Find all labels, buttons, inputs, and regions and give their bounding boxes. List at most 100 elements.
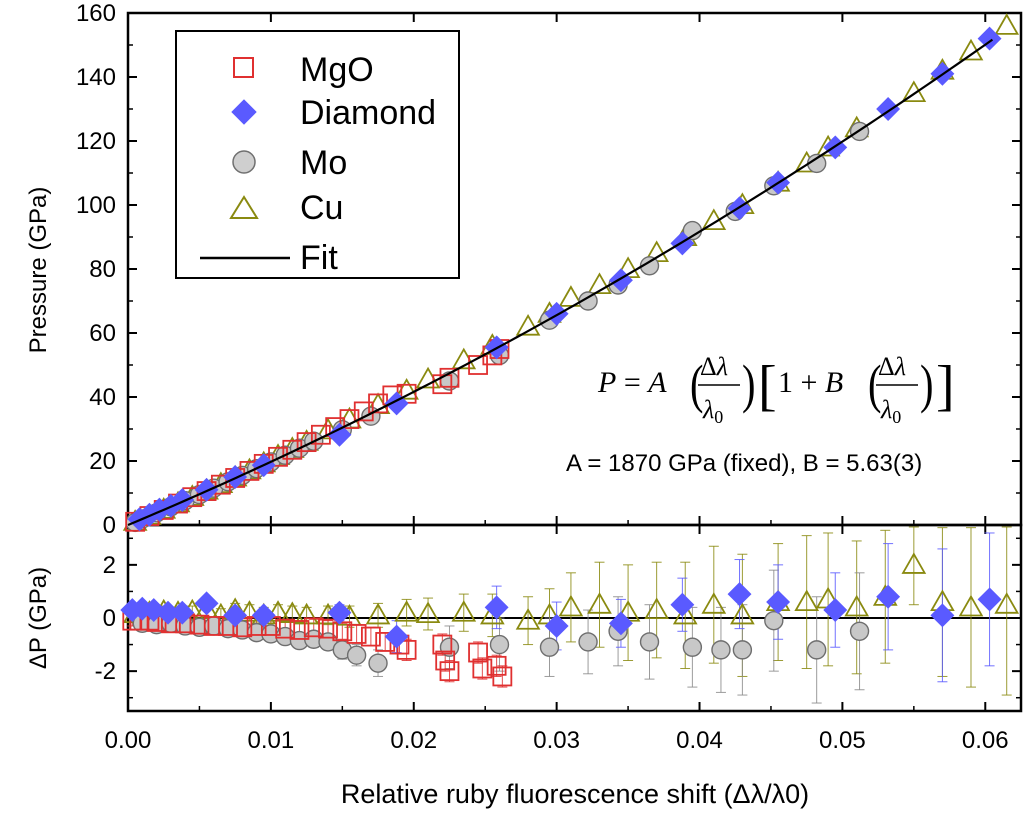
bottom-axis-ticks: 0.00 0.01 0.02 0.03 0.04 0.05 0.06 -2 0 2 bbox=[95, 525, 1021, 754]
legend-label-diamond: Diamond bbox=[300, 94, 436, 132]
legend-marker-mo bbox=[232, 150, 256, 174]
top-y-axis-label: Pressure (GPa) bbox=[25, 187, 52, 354]
residual-point-cu bbox=[794, 589, 820, 612]
x-axis-label: Relative ruby fluorescence shift (Δλ/λ0) bbox=[341, 779, 809, 809]
residual-point-cu bbox=[701, 592, 727, 614]
x-tick-label: 0.03 bbox=[533, 727, 580, 754]
equation-paren-close-2: ) bbox=[920, 354, 933, 414]
residual-point-mo bbox=[732, 640, 753, 660]
top-y-tick-label: 160 bbox=[76, 0, 116, 27]
residual-point-mo bbox=[346, 645, 367, 665]
top-y-tick-label: 80 bbox=[89, 256, 116, 283]
residual-point-mo bbox=[539, 637, 560, 657]
residual-point-diamond bbox=[766, 590, 791, 615]
residual-point-diamond bbox=[251, 603, 276, 628]
bottom-y-tick-label: -2 bbox=[95, 658, 116, 685]
residual-point-diamond bbox=[876, 584, 901, 609]
legend-label-cu: Cu bbox=[300, 189, 343, 227]
data-point-cu bbox=[515, 313, 541, 336]
residual-point-mgo bbox=[346, 624, 367, 644]
residual-point-mgo bbox=[486, 655, 507, 676]
residual-point-mgo bbox=[189, 614, 210, 635]
top-y-tick-label: 120 bbox=[76, 128, 116, 155]
equation-frac1-den: λ0 bbox=[702, 395, 723, 427]
equation-paren-open-2: ( bbox=[868, 354, 881, 414]
residual-point-mgo bbox=[492, 666, 513, 687]
legend-label-fit: Fit bbox=[300, 239, 338, 277]
residual-point-diamond bbox=[930, 603, 955, 628]
top-y-tick-label: 20 bbox=[89, 448, 116, 475]
residual-point-cu bbox=[365, 602, 391, 625]
residual-point-mgo bbox=[396, 639, 417, 660]
data-point-mo bbox=[578, 291, 598, 311]
equation-paren-close-1: ) bbox=[742, 354, 755, 414]
residual-point-cu bbox=[558, 594, 584, 617]
residual-point-mo bbox=[849, 621, 870, 641]
residual-point-cu bbox=[294, 602, 319, 625]
residual-point-mo bbox=[578, 632, 598, 652]
legend-label-mo: Mo bbox=[300, 144, 347, 182]
residual-point-cu bbox=[844, 594, 870, 617]
residual-point-mgo bbox=[472, 658, 493, 679]
residual-point-diamond bbox=[544, 614, 569, 638]
residual-point-diamond bbox=[727, 582, 752, 607]
equation-paren-open-1: ( bbox=[690, 354, 703, 414]
equation-annotation: P = A ( Δλ λ0 ) [ 1 + B ( Δλ λ0 ) ] bbox=[597, 352, 955, 427]
equation-bracket-close: ] bbox=[936, 355, 955, 417]
residual-point-mgo bbox=[432, 634, 453, 655]
residual-point-mgo bbox=[332, 621, 353, 642]
x-tick-label: 0.05 bbox=[819, 727, 866, 754]
residual-point-mo bbox=[368, 653, 388, 673]
data-point-diamond bbox=[223, 465, 248, 489]
data-point-mgo bbox=[282, 439, 303, 460]
residual-point-diamond bbox=[670, 592, 695, 617]
residual-point-cu bbox=[265, 600, 291, 622]
top-y-tick-label: 100 bbox=[76, 192, 116, 219]
residual-point-cu bbox=[394, 600, 419, 622]
residual-point-diamond bbox=[823, 598, 848, 622]
residual-point-mgo bbox=[435, 650, 456, 671]
residual-point-diamond bbox=[194, 591, 219, 616]
top-y-tick-label: 60 bbox=[89, 320, 116, 347]
data-point-cu bbox=[587, 272, 612, 295]
residual-point-mo bbox=[489, 634, 510, 655]
data-point-diamond bbox=[327, 422, 352, 447]
residual-point-cu bbox=[644, 597, 670, 620]
residual-point-diamond bbox=[223, 603, 248, 628]
residual-point-mo bbox=[711, 640, 731, 660]
bottom-y-tick-label: 2 bbox=[103, 552, 116, 579]
data-point-diamond bbox=[194, 477, 219, 502]
residual-point-cu bbox=[279, 601, 305, 624]
x-tick-label: 0.06 bbox=[962, 727, 1009, 754]
residual-point-cu bbox=[994, 592, 1020, 614]
top-y-tick-label: 140 bbox=[76, 64, 116, 91]
residual-point-mo bbox=[806, 640, 827, 660]
legend: MgO Diamond Mo Cu Fit bbox=[175, 30, 460, 279]
residual-point-diamond bbox=[977, 587, 1002, 612]
legend-box bbox=[175, 30, 460, 279]
data-point-diamond bbox=[170, 488, 195, 512]
residual-point-cu bbox=[730, 602, 755, 625]
data-point-cu bbox=[901, 80, 927, 102]
fit-parameters: A = 1870 GPa (fixed), B = 5.63(3) bbox=[566, 450, 922, 477]
residual-point-diamond bbox=[608, 611, 633, 636]
data-point-mgo bbox=[296, 432, 317, 453]
residual-point-cu bbox=[415, 601, 441, 624]
x-tick-label: 0.04 bbox=[676, 727, 723, 754]
data-point-mgo bbox=[268, 446, 288, 467]
residual-point-diamond bbox=[327, 600, 352, 625]
data-point-mgo bbox=[432, 374, 453, 395]
equation-frac2-den: λ0 bbox=[880, 395, 901, 427]
residual-point-mo bbox=[639, 632, 660, 652]
equation-one-plus-b: 1 + B bbox=[778, 366, 843, 399]
residual-point-mgo bbox=[275, 618, 296, 639]
residual-point-mgo bbox=[360, 626, 381, 647]
data-point-diamond bbox=[977, 26, 1002, 51]
equation-p-equals-a: P = A bbox=[597, 366, 667, 399]
top-data-marks bbox=[122, 13, 1020, 533]
top-y-tick-label: 40 bbox=[89, 384, 116, 411]
legend-marker-diamond bbox=[231, 99, 257, 125]
residual-point-diamond bbox=[384, 624, 409, 649]
residual-point-mgo bbox=[468, 642, 488, 663]
